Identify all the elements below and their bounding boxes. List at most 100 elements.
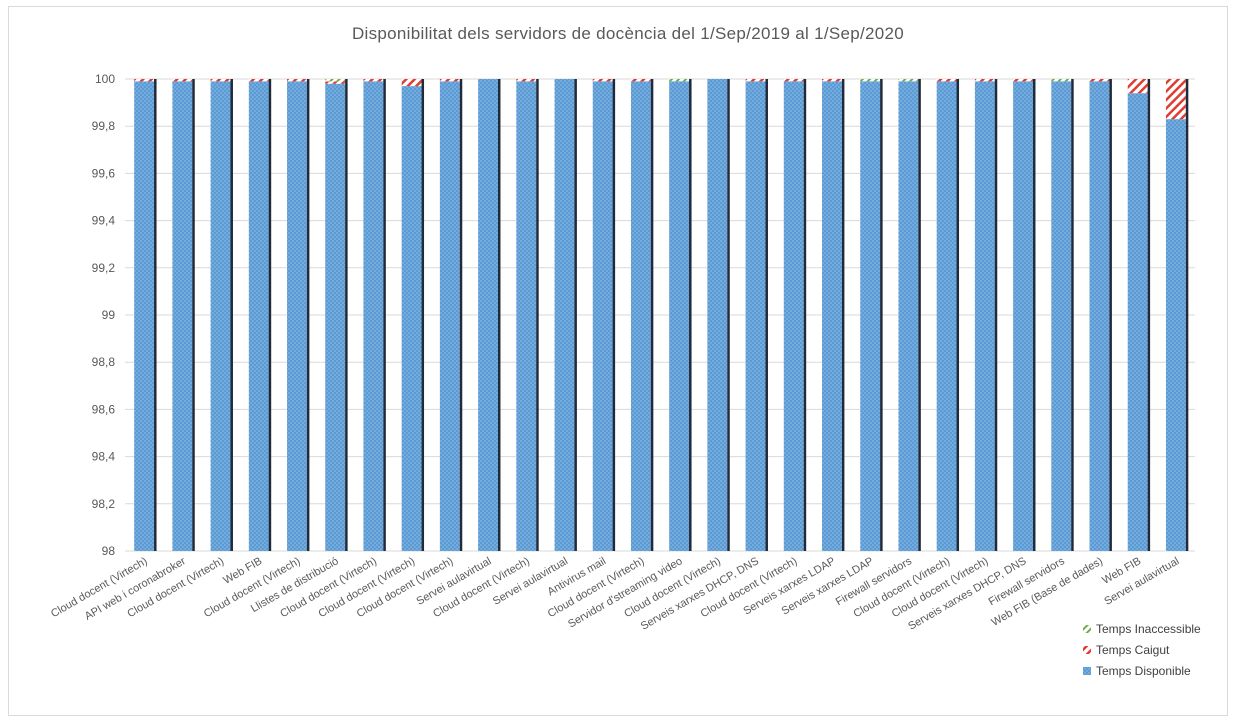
bar-edge <box>1109 79 1112 551</box>
bar-edge <box>154 79 157 551</box>
bar-temps-disponible <box>248 81 269 552</box>
bar-edge <box>268 79 272 551</box>
bar-edge <box>956 79 960 551</box>
bar-edge <box>650 79 654 551</box>
y-tick-label: 99,4 <box>92 214 116 228</box>
bar-temps-caigut <box>822 79 842 82</box>
bar-temps-caigut <box>134 79 155 82</box>
bar-temps-caigut <box>1165 79 1186 120</box>
bars <box>134 79 1189 552</box>
bar-temps-disponible <box>1089 81 1110 552</box>
bar-temps-disponible <box>1127 93 1148 551</box>
bar-temps-caigut <box>363 79 384 82</box>
x-axis-ticks: Cloud docent (Virtech)API web i coronabr… <box>49 555 1181 633</box>
legend-label: Temps Caigut <box>1096 643 1170 657</box>
bar-edge <box>1147 79 1151 551</box>
bar-temps-disponible <box>745 81 766 552</box>
bar-edge <box>230 79 233 551</box>
bar-temps-caigut <box>210 79 231 82</box>
bar-temps-disponible <box>210 81 231 552</box>
bar-temps-caigut <box>783 79 804 82</box>
bar-temps-disponible <box>936 81 957 552</box>
bar-temps-caigut <box>745 79 766 82</box>
bar-temps-caigut <box>401 79 422 87</box>
y-tick-label: 98,6 <box>92 402 116 416</box>
bar-edge <box>192 79 195 551</box>
bar-temps-disponible <box>1165 119 1186 552</box>
bar-temps-inaccessible <box>669 79 690 82</box>
bar-edge <box>1071 79 1074 551</box>
y-tick-label: 98 <box>102 544 116 558</box>
y-tick-label: 99 <box>102 308 116 322</box>
bar-temps-disponible <box>363 81 384 552</box>
bar-temps-caigut <box>630 79 651 82</box>
bar-temps-inaccessible <box>325 79 346 82</box>
bar-temps-disponible <box>707 79 728 551</box>
bar-edge <box>803 79 807 551</box>
bar-temps-caigut <box>516 79 537 82</box>
bar-temps-disponible <box>516 81 537 552</box>
bar-temps-disponible <box>134 81 155 552</box>
bar-temps-disponible <box>554 79 575 551</box>
y-tick-label: 99,6 <box>92 166 116 180</box>
bar-temps-caigut <box>248 79 269 82</box>
bar-temps-disponible <box>1013 81 1033 552</box>
bar-edge <box>345 79 348 551</box>
y-tick-label: 98,2 <box>92 497 116 511</box>
y-tick-label: 98,8 <box>92 355 116 369</box>
bar-temps-disponible <box>974 81 995 552</box>
bar-edge <box>306 79 310 551</box>
bar-edge <box>459 79 463 551</box>
legend: Temps Inaccessible Temps Caigut Temps Disp… <box>1083 622 1201 678</box>
bar-temps-disponible <box>172 81 193 552</box>
bar-temps-disponible <box>439 81 460 552</box>
bar-temps-caigut <box>172 79 193 82</box>
chart-title: Disponibilitat dels servidors de docènci… <box>352 24 904 43</box>
bar-edge <box>994 79 998 551</box>
bar-edge <box>383 79 386 551</box>
legend-swatch <box>1083 646 1091 654</box>
bar-edge <box>421 79 425 551</box>
bar-temps-disponible <box>669 81 690 552</box>
bar-temps-caigut <box>936 79 957 82</box>
bar-temps-caigut <box>1127 79 1148 94</box>
bar-temps-caigut <box>974 79 995 82</box>
bar-edge <box>574 79 577 551</box>
y-tick-label: 98,4 <box>92 450 116 464</box>
bar-edge <box>765 79 768 551</box>
bar-edge <box>1032 79 1036 551</box>
bar-edge <box>536 79 539 551</box>
bar-temps-caigut <box>287 79 307 82</box>
bar-edge <box>612 79 616 551</box>
bar-edge <box>497 79 501 551</box>
bar-temps-disponible <box>1051 81 1072 552</box>
bar-edge <box>841 79 845 551</box>
bar-temps-caigut <box>439 79 460 82</box>
bar-temps-disponible <box>898 81 919 552</box>
y-tick-label: 100 <box>95 72 115 86</box>
bar-temps-disponible <box>822 81 842 552</box>
bar-temps-inaccessible <box>898 79 919 82</box>
bar-edge <box>1185 79 1189 551</box>
bar-temps-caigut <box>325 81 346 84</box>
bar-temps-disponible <box>401 86 422 551</box>
legend-swatch <box>1083 667 1091 675</box>
bar-temps-caigut <box>1089 79 1110 82</box>
bar-edge <box>727 79 730 551</box>
bar-temps-disponible <box>287 81 307 552</box>
bar-temps-disponible <box>860 81 881 552</box>
legend-label: Temps Disponible <box>1096 664 1191 678</box>
bar-temps-disponible <box>630 81 651 552</box>
y-axis-ticks: 98 98,2 98,4 98,6 98,8 99 99,2 99,4 99,6 99,8 100 <box>92 72 116 558</box>
legend-label: Temps Inaccessible <box>1096 622 1201 636</box>
y-tick-label: 99,8 <box>92 119 116 133</box>
bar-temps-disponible <box>325 83 346 551</box>
y-tick-label: 99,2 <box>92 261 116 275</box>
bar-temps-disponible <box>478 79 498 551</box>
bar-temps-inaccessible <box>1051 79 1072 82</box>
bar-temps-disponible <box>592 81 613 552</box>
bar-temps-inaccessible <box>860 79 881 82</box>
bar-edge <box>918 79 921 551</box>
bar-temps-disponible <box>783 81 804 552</box>
